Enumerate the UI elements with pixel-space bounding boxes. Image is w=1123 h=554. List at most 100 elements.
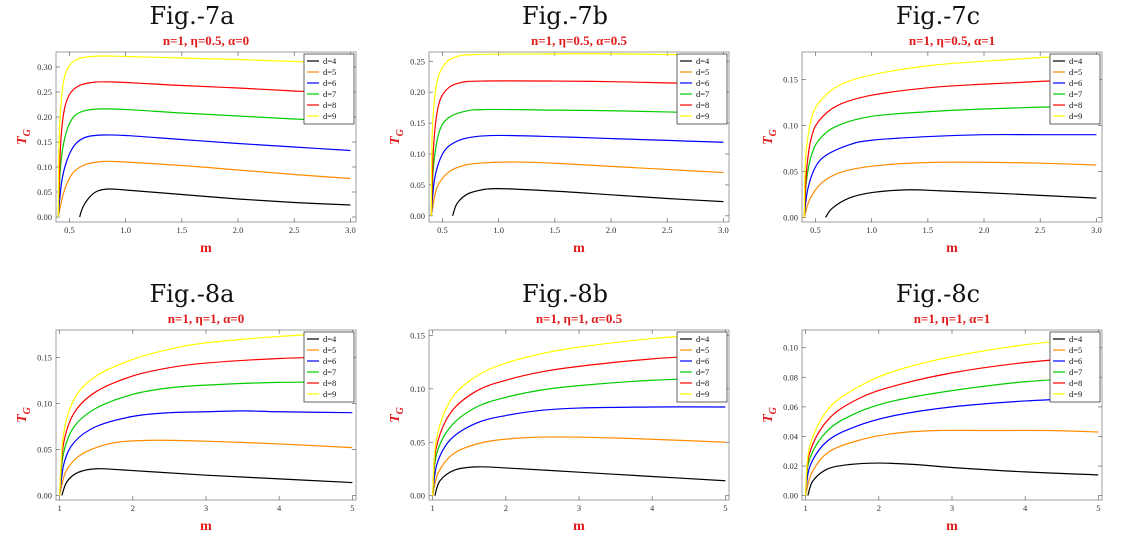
legend-label: d=4 <box>1069 56 1083 66</box>
panel-fig-8b: Fig.-8b n=1, η=1, α=0.5 1 2 3 4 5 0.00 0.05 0.10… <box>385 280 745 550</box>
series-line-d-4 <box>79 188 351 218</box>
x-tick-label: 2.5 <box>1035 225 1046 235</box>
legend-label: d=5 <box>696 67 709 77</box>
legend-label: d=5 <box>696 345 709 355</box>
y-tick-label: 0.00 <box>37 490 52 500</box>
x-tick-label: 5 <box>1096 503 1100 513</box>
x-tick-label: 1.0 <box>120 225 131 235</box>
x-tick-label: 1 <box>804 503 808 513</box>
series-line-d-4 <box>434 466 726 496</box>
series-line-d-7 <box>59 381 353 496</box>
panel-fig-8a: Fig.-8a n=1, η=1, α=0 1 2 3 4 5 0.00 0.05 0.10 0.… <box>12 280 372 550</box>
x-tick-label: 2.0 <box>979 225 990 235</box>
series-line-d-6 <box>432 406 726 496</box>
y-tick-label: 0.08 <box>783 372 798 382</box>
series-line-d-9 <box>430 53 724 216</box>
legend-box <box>1049 53 1101 125</box>
x-tick-label: 4 <box>650 503 655 513</box>
y-tick-label: 0.15 <box>37 137 52 147</box>
y-tick-label: 0.25 <box>37 87 52 97</box>
chart-fig-8c: n=1, η=1, α=1 1 2 3 4 5 0.00 0.02 0.04 0.06 0.08 0.… <box>761 311 1103 534</box>
plot-frame <box>801 51 1103 223</box>
series-line-d-6 <box>59 410 353 496</box>
y-axis-label: TG <box>761 128 779 145</box>
panel-label: Fig.-7b <box>521 2 609 30</box>
y-tick-label: 0.05 <box>783 166 798 176</box>
legend-label: d=7 <box>1069 367 1082 377</box>
x-tick-label: 1.0 <box>866 225 877 235</box>
series-line-d-8 <box>805 356 1099 496</box>
series-line-d-7 <box>805 376 1099 496</box>
y-tick-label: 0.15 <box>783 75 798 85</box>
legend-label: d=7 <box>696 89 709 99</box>
chart-title: n=1, η=0.5, α=0.5 <box>531 33 628 48</box>
series-line-d-6 <box>803 133 1097 218</box>
legend-label: d=8 <box>696 100 709 110</box>
legend-label: d=6 <box>1069 78 1082 88</box>
series-line-d-4 <box>61 468 353 496</box>
series-line-d-7 <box>803 105 1097 218</box>
series-line-d-7 <box>430 108 724 216</box>
series-line-d-8 <box>432 353 726 496</box>
y-tick-label: 0.10 <box>783 121 798 131</box>
x-tick-label: 1.5 <box>550 225 561 235</box>
series-line-d-6 <box>430 134 724 216</box>
x-axis-label: m <box>573 241 585 256</box>
legend-label: d=8 <box>1069 378 1082 388</box>
y-tick-label: 0.25 <box>410 56 425 66</box>
x-tick-label: 3 <box>577 503 581 513</box>
y-tick-label: 0.04 <box>783 431 799 441</box>
legend-label: d=6 <box>696 356 709 366</box>
x-tick-label: 2 <box>131 503 135 513</box>
chart-fig-8b: n=1, η=1, α=0.51 2 3 4 50.000.050.100.15 d=4d… <box>388 311 730 534</box>
x-tick-label: 3 <box>950 503 954 513</box>
x-tick-label: 1 <box>431 503 435 513</box>
x-tick-label: 2.5 <box>662 225 673 235</box>
legend-label: d=4 <box>696 334 710 344</box>
series-line-d-8 <box>57 81 351 218</box>
y-tick-label: 0.15 <box>410 118 425 128</box>
legend-label: d=8 <box>323 100 336 110</box>
panel-label: Fig.-8b <box>521 280 609 308</box>
x-tick-label: 3 <box>204 503 208 513</box>
series-line-d-5 <box>805 429 1099 496</box>
y-tick-label: 0.05 <box>410 180 425 190</box>
legend-label: d=8 <box>1069 100 1082 110</box>
plot-frame <box>428 51 730 223</box>
series-line-d-8 <box>803 78 1097 218</box>
series-line-d-9 <box>59 332 353 496</box>
panel-fig-7a: Fig.-7a n=1, η=0.5, α=0 0.5 1.0 1.5 2.0 2.5 3.… <box>12 2 372 272</box>
legend-label: d=9 <box>696 389 709 399</box>
y-tick-label: 0.05 <box>37 187 52 197</box>
y-tick-label: 0.10 <box>783 343 798 353</box>
legend-label: d=5 <box>1069 345 1082 355</box>
legend-label: d=8 <box>696 378 709 388</box>
x-tick-label: 2.5 <box>289 225 300 235</box>
chart-title: n=1, η=1, α=1 <box>914 311 991 326</box>
series-line-d-9 <box>57 55 351 218</box>
chart-title: n=1, η=1, α=0 <box>168 311 245 326</box>
panel-fig-8c: Fig.-8c n=1, η=1, α=1 1 2 3 4 5 0.00 0.02 0.04 0.… <box>758 280 1118 550</box>
legend-box <box>303 331 355 403</box>
panel-label: Fig.-7a <box>149 2 235 30</box>
x-tick-label: 2.0 <box>606 225 617 235</box>
y-tick-label: 0.05 <box>37 444 52 454</box>
x-tick-label: 0.5 <box>437 225 448 235</box>
y-axis-label: TG <box>761 406 779 423</box>
y-tick-label: 0.10 <box>37 162 52 172</box>
chart-title: n=1, η=0.5, α=1 <box>909 33 995 48</box>
x-tick-label: 2.0 <box>233 225 244 235</box>
series-line-d-9 <box>432 332 726 496</box>
x-axis-label: m <box>946 519 958 534</box>
y-tick-label: 0.10 <box>410 149 425 159</box>
legend-label: d=6 <box>323 356 336 366</box>
series-line-d-5 <box>803 161 1097 218</box>
x-tick-label: 2 <box>504 503 508 513</box>
series-line-d-7 <box>432 377 726 496</box>
legend-label: d=7 <box>323 367 336 377</box>
legend-label: d=9 <box>696 111 709 121</box>
y-tick-label: 0.00 <box>37 212 52 222</box>
y-tick-label: 0.10 <box>37 399 52 409</box>
y-axis-label: TG <box>388 406 406 423</box>
